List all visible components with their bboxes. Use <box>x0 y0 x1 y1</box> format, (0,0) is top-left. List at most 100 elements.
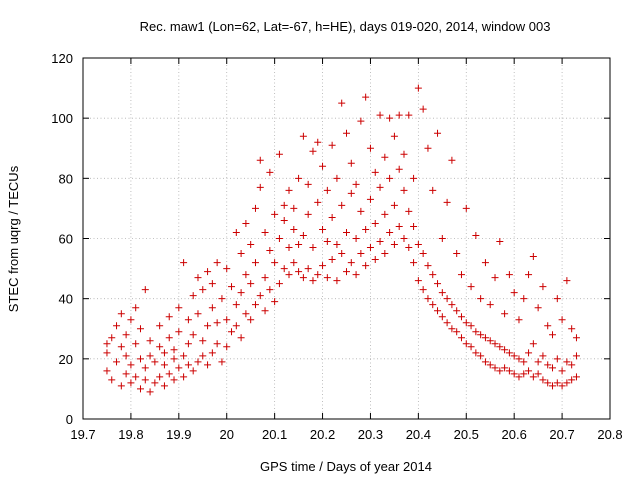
data-point <box>170 376 178 384</box>
data-point <box>180 259 188 267</box>
data-point <box>496 238 504 246</box>
data-point <box>271 298 279 306</box>
data-point <box>328 256 336 264</box>
x-tick-label: 20.2 <box>310 427 335 442</box>
data-point <box>525 367 533 375</box>
data-point <box>247 316 255 324</box>
data-point <box>414 241 422 249</box>
data-point <box>386 114 394 122</box>
data-point <box>448 325 456 333</box>
data-point <box>266 286 274 294</box>
data-point <box>122 352 130 360</box>
data-point <box>256 156 264 164</box>
data-point <box>323 274 331 282</box>
data-point <box>280 216 288 224</box>
data-point <box>103 340 111 348</box>
y-tick-label: 20 <box>59 352 73 367</box>
data-point <box>204 268 212 276</box>
y-tick-label: 80 <box>59 171 73 186</box>
data-point <box>366 244 374 252</box>
data-point <box>467 322 475 330</box>
data-point <box>386 174 394 182</box>
data-point <box>496 343 504 351</box>
data-point <box>180 352 188 360</box>
data-point <box>127 361 135 369</box>
data-point <box>113 322 121 330</box>
data-point <box>323 186 331 194</box>
data-point <box>175 328 183 336</box>
data-point <box>467 343 475 351</box>
data-point <box>357 250 365 258</box>
data-point <box>232 322 240 330</box>
data-point <box>505 349 513 357</box>
data-point <box>462 319 470 327</box>
data-point <box>572 373 580 381</box>
data-point <box>376 183 384 191</box>
data-point <box>539 352 547 360</box>
data-point <box>314 138 322 146</box>
data-point <box>247 280 255 288</box>
data-point <box>343 268 350 276</box>
data-point <box>113 358 121 366</box>
x-axis-label: GPS time / Days of year 2014 <box>260 459 432 474</box>
data-point <box>165 334 173 342</box>
grid <box>83 58 610 419</box>
data-point <box>410 174 418 182</box>
data-point <box>285 271 293 279</box>
data-point <box>251 301 259 309</box>
data-point <box>520 295 528 303</box>
data-point <box>434 129 442 137</box>
data-point <box>338 250 346 258</box>
data-point <box>443 198 451 206</box>
data-point <box>333 241 341 249</box>
data-point <box>405 111 413 119</box>
data-point <box>376 111 384 119</box>
data-point <box>204 361 212 369</box>
data-point <box>366 144 374 152</box>
data-point <box>218 358 226 366</box>
x-tick-label: 20.5 <box>454 427 479 442</box>
data-point <box>223 343 231 351</box>
data-point <box>352 180 360 188</box>
data-point <box>395 111 403 119</box>
data-point <box>381 250 389 258</box>
data-point <box>319 225 327 233</box>
data-point <box>309 147 317 155</box>
data-point <box>357 117 365 125</box>
data-point <box>539 376 547 384</box>
data-point <box>156 322 164 330</box>
data-point <box>472 349 480 357</box>
data-point <box>271 259 279 267</box>
data-point <box>256 183 264 191</box>
x-tick-label: 19.7 <box>70 427 95 442</box>
data-point <box>434 280 442 288</box>
data-point <box>395 222 403 230</box>
data-point <box>491 364 499 372</box>
data-point <box>314 271 322 279</box>
data-point <box>256 292 264 300</box>
x-tick-label: 20 <box>219 427 233 442</box>
data-point <box>266 247 274 255</box>
data-point <box>338 99 346 107</box>
data-point <box>534 358 542 366</box>
data-point <box>448 156 456 164</box>
data-point <box>414 84 422 92</box>
data-point <box>261 228 269 236</box>
data-point <box>160 349 168 357</box>
data-point <box>563 379 571 387</box>
data-point <box>319 162 327 170</box>
data-point <box>290 259 298 267</box>
data-point <box>544 379 552 387</box>
data-point <box>352 271 360 279</box>
data-point <box>251 204 259 212</box>
data-point <box>424 262 432 270</box>
x-tick-label: 19.8 <box>118 427 143 442</box>
data-point <box>362 225 370 233</box>
y-tick-label: 120 <box>51 51 73 66</box>
data-point <box>275 280 283 288</box>
data-point <box>448 301 456 309</box>
data-point <box>103 367 111 375</box>
data-point <box>290 204 298 212</box>
data-point <box>271 210 279 218</box>
data-point <box>242 219 250 227</box>
